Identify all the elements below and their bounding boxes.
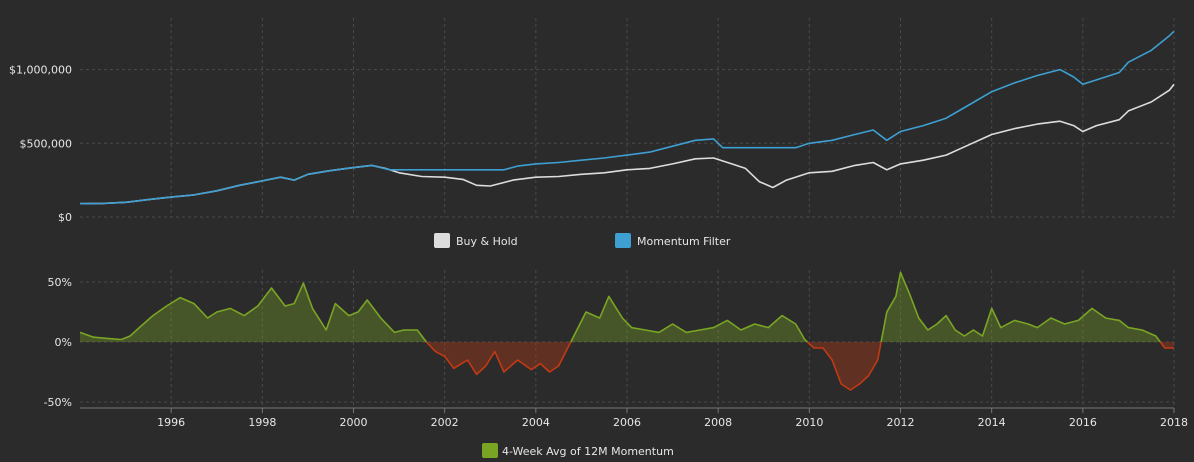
momentum-area-negative <box>1160 342 1174 348</box>
bottom-series-layer <box>79 271 1174 391</box>
x-tick-label: 1996 <box>157 416 185 429</box>
bottom-legend[interactable]: 4-Week Avg of 12M Momentum <box>482 443 674 458</box>
x-tick-label: 2012 <box>887 416 915 429</box>
legend-label-buy-hold: Buy & Hold <box>456 235 518 248</box>
x-tick-label: 2000 <box>340 416 368 429</box>
x-tick-label: 2016 <box>1069 416 1097 429</box>
bottom-y-tick-label: -50% <box>44 396 72 409</box>
bottom-y-tick-label: 50% <box>48 276 72 289</box>
momentum-line-positive <box>79 282 428 343</box>
legend-swatch-momentum-filter <box>615 233 631 248</box>
legend-label-momentum-filter: Momentum Filter <box>637 235 731 248</box>
x-tick-label: 2014 <box>978 416 1006 429</box>
x-tick-label: 2008 <box>704 416 732 429</box>
top-series-layer <box>79 30 1175 205</box>
momentum-line-negative <box>806 341 882 391</box>
x-tick-label: 1998 <box>248 416 276 429</box>
momentum-area-positive <box>570 296 808 342</box>
momentum-line-negative <box>1159 341 1174 349</box>
legend-item-momentum-filter[interactable]: Momentum Filter <box>615 233 731 248</box>
x-tick-label: 2018 <box>1160 416 1188 429</box>
x-tick-label: 2002 <box>431 416 459 429</box>
x-tick-label: 2004 <box>522 416 550 429</box>
x-tick-label: 2010 <box>795 416 823 429</box>
bottom-grid <box>80 270 1175 408</box>
top-y-tick-label: $500,000 <box>20 137 73 150</box>
momentum-area-positive <box>80 283 427 342</box>
legend-item-momentum-avg[interactable]: 4-Week Avg of 12M Momentum <box>482 443 674 458</box>
legend-label-momentum-avg: 4-Week Avg of 12M Momentum <box>502 445 674 458</box>
momentum-area-negative <box>807 342 882 390</box>
momentum-line-negative <box>425 341 572 376</box>
top-y-tick-label: $1,000,000 <box>9 64 72 77</box>
momentum-line-positive <box>570 295 808 343</box>
x-tick-label: 2006 <box>613 416 641 429</box>
top-y-tick-label: $0 <box>58 211 72 224</box>
momentum-area-positive <box>881 272 1161 342</box>
top-y-axis: $0 $500,000 $1,000,000 <box>9 64 72 224</box>
momentum-line-positive <box>880 271 1161 343</box>
top-legend[interactable]: Buy & Hold Momentum Filter <box>434 233 731 248</box>
bottom-y-tick-label: 0% <box>55 336 72 349</box>
legend-swatch-buy-hold <box>434 233 450 248</box>
legend-swatch-momentum-avg <box>482 443 498 458</box>
bottom-y-axis: -50% 0% 50% <box>44 276 72 409</box>
top-grid <box>80 18 1175 218</box>
legend-item-buy-hold[interactable]: Buy & Hold <box>434 233 518 248</box>
series-line-momentum-filter <box>79 30 1175 205</box>
x-axis: 1996 1998 2000 2002 2004 2006 2008 2010 2012 2014… <box>80 407 1188 429</box>
